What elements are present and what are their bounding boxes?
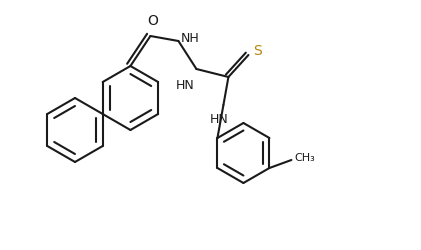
Text: HN: HN — [176, 79, 195, 92]
Text: CH₃: CH₃ — [294, 153, 315, 163]
Text: NH: NH — [181, 32, 199, 46]
Text: S: S — [253, 44, 262, 58]
Text: O: O — [147, 14, 158, 28]
Text: HN: HN — [210, 113, 229, 126]
